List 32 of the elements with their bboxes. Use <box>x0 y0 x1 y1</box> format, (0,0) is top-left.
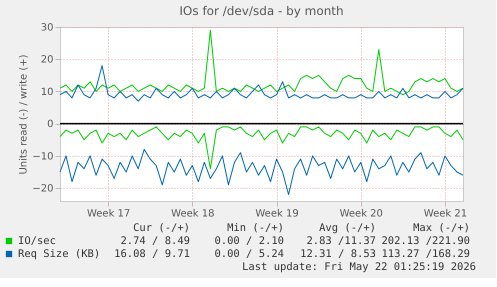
y-tick-label: 10 <box>40 86 54 98</box>
x-tick-label: Week 18 <box>171 208 214 220</box>
y-axis-title: Units read (-) / write (+) <box>18 54 30 175</box>
text: 0.00 / 5.24 <box>214 248 284 260</box>
text: 12.31 / 8.53 <box>300 248 376 260</box>
text: 2.83 /11.37 <box>306 235 376 247</box>
y-tick-label: 20 <box>40 54 54 66</box>
line-series <box>60 65 464 102</box>
text: Min (-/+) <box>227 222 284 234</box>
x-tick-label: Week 21 <box>424 208 468 220</box>
chart-title: IOs for /dev/sda - by month <box>179 4 344 18</box>
text: 16.08 / 9.71 <box>114 248 190 260</box>
text: Max (-/+) <box>413 222 470 234</box>
x-tick-label: Week 19 <box>255 208 299 220</box>
text: 2.74 / 8.49 <box>120 235 190 247</box>
line-series <box>60 30 464 96</box>
x-tick-label: Week 20 <box>340 208 383 220</box>
x-tick-label: Week 17 <box>86 208 130 220</box>
y-tick-label: −10 <box>32 151 54 162</box>
text: Cur (-/+) <box>133 222 190 234</box>
y-tick-label: 0 <box>47 119 54 130</box>
text: Last update: Fri May 22 01:25:19 2026 <box>242 261 476 273</box>
text: 202.13 /221.90 <box>381 235 470 247</box>
legend-label: Req Size (KB) <box>18 248 100 260</box>
y-tick-label: 30 <box>40 22 54 34</box>
y-tick-label: −20 <box>32 184 54 195</box>
text: 113.27 /168.29 <box>381 248 470 260</box>
line-series <box>60 126 464 170</box>
text: 0.00 / 2.10 <box>214 235 284 247</box>
legend-label: IO/sec <box>18 235 56 247</box>
line-series <box>60 148 464 196</box>
text: Avg (-/+) <box>319 222 376 234</box>
